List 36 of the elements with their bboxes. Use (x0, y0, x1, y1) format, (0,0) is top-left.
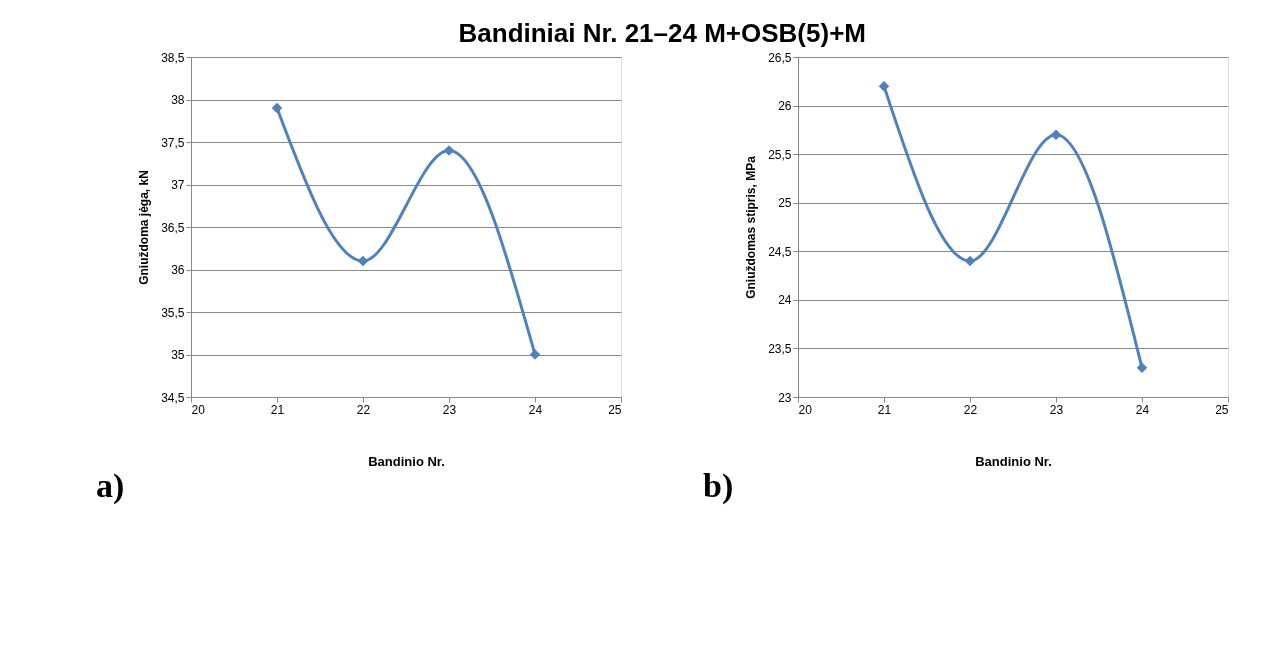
y-tick-label: 38 (171, 93, 185, 107)
y-tick-label: 36 (171, 263, 185, 277)
x-tick-label: 23 (1049, 402, 1064, 417)
x-tick-label: 22 (963, 402, 978, 417)
y-tick-label: 24,5 (768, 244, 792, 259)
text: b) (703, 467, 734, 505)
y-tick-label: 36,5 (161, 220, 185, 235)
x-tick-label: 24 (1135, 402, 1150, 417)
x-tick-label: 25 (1215, 402, 1229, 417)
x-tick-label: 24 (528, 402, 543, 417)
chart-title: Bandiniai Nr. 21–24 M+OSB(5)+M (458, 17, 866, 48)
text: a) (96, 467, 125, 505)
x-tick-label: 21 (877, 402, 892, 417)
y-tick-label: 26 (778, 99, 792, 114)
y-tick-label: 26,5 (768, 50, 792, 65)
y-tick-label: 34,5 (161, 390, 185, 405)
y-axis-title: Gniuždoma jėga, kN (137, 170, 152, 285)
x-axis-title: Bandinio Nr. (975, 453, 1052, 469)
y-tick-label: 38,5 (161, 50, 185, 65)
y-tick-label: 37 (171, 178, 185, 192)
y-tick-label: 23,5 (768, 341, 792, 356)
x-axis-title: Bandinio Nr. (368, 453, 445, 469)
y-tick-label: 25 (778, 196, 792, 211)
x-tick-label: 20 (798, 402, 813, 417)
x-tick-label: 25 (608, 402, 622, 417)
x-tick-label: 21 (270, 402, 285, 417)
y-tick-label: 23 (778, 390, 792, 405)
x-tick-label: 22 (356, 402, 371, 417)
y-tick-label: 24 (778, 293, 792, 308)
y-axis-title: Gniuždomas stipris, MPa (744, 155, 759, 299)
y-tick-label: 35,5 (161, 305, 185, 320)
x-tick-label: 20 (191, 402, 206, 417)
y-tick-label: 35 (171, 348, 185, 362)
y-tick-label: 37,5 (161, 135, 185, 150)
y-tick-label: 25,5 (768, 147, 792, 162)
x-tick-label: 23 (442, 402, 457, 417)
